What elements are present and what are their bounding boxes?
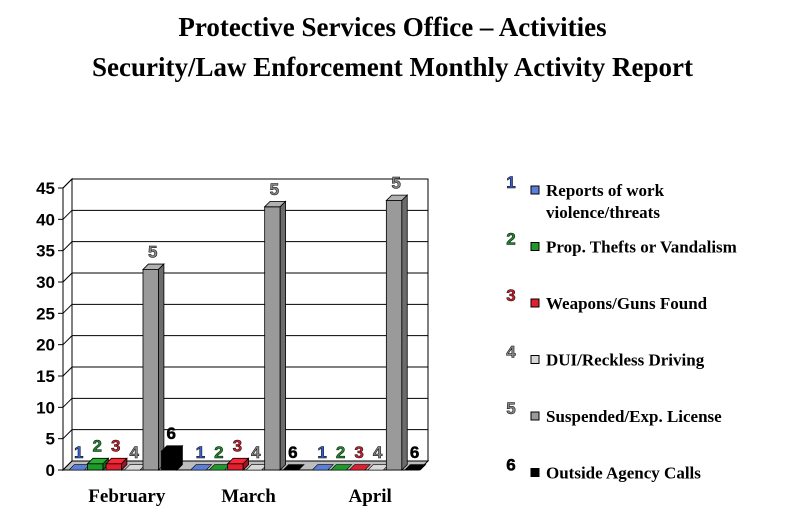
bar-3-april xyxy=(348,464,371,471)
bar-marker-label-6-february: 6 xyxy=(167,424,176,443)
bar-marker-label-5-april: 5 xyxy=(391,174,400,193)
gridline-40 xyxy=(62,209,428,220)
gridline-10 xyxy=(62,397,428,408)
bar-marker-label-3-february: 3 xyxy=(111,437,120,456)
plot-back-wall xyxy=(71,178,429,462)
y-tick-label-45: 45 xyxy=(36,179,55,198)
gridline-45 xyxy=(62,178,428,189)
bar-side-5-march xyxy=(279,200,286,471)
bar-marker-label-4-march: 4 xyxy=(251,443,261,462)
y-tick-label-35: 35 xyxy=(36,242,55,261)
legend-label-6: Outside Agency Calls xyxy=(546,464,701,483)
bar-5-april xyxy=(385,200,403,471)
bar-marker-label-5-february: 5 xyxy=(148,242,157,261)
bar-marker-label-1-march: 1 xyxy=(196,443,205,462)
bar-side-5-february xyxy=(158,263,165,471)
bar-marker-label-2-march: 2 xyxy=(214,443,223,462)
legend-label-2: Prop. Thefts or Vandalism xyxy=(546,238,737,257)
bar-marker-label-5-march: 5 xyxy=(270,180,279,199)
bar-1-april xyxy=(311,464,334,471)
legend-marker-2: 2 xyxy=(506,230,515,249)
y-tick-label-40: 40 xyxy=(36,210,55,229)
x-tick-label-february: February xyxy=(88,486,166,507)
gridline-20 xyxy=(62,335,428,346)
bar-6-march xyxy=(282,464,305,471)
bar-6-april xyxy=(404,464,427,471)
bar-5-march xyxy=(264,206,281,471)
legend-marker-1: 1 xyxy=(506,173,515,192)
bar-marker-label-1-february: 1 xyxy=(74,443,83,462)
legend-marker-6: 6 xyxy=(506,456,515,475)
bar-marker-label-4-february: 4 xyxy=(130,443,140,462)
bar-marker-label-2-april: 2 xyxy=(336,443,345,462)
bar-2-april xyxy=(330,464,353,471)
bar-2-february xyxy=(87,463,104,471)
gridline-25 xyxy=(62,303,428,314)
legend-label-4: DUI/Reckless Driving xyxy=(546,351,705,370)
bar-marker-label-6-april: 6 xyxy=(410,443,419,462)
y-tick-label-0: 0 xyxy=(46,461,55,480)
legend-marker-3: 3 xyxy=(506,286,515,305)
gridline-5 xyxy=(62,429,428,440)
legend-label-3: Weapons/Guns Found xyxy=(546,294,708,313)
y-tick-label-30: 30 xyxy=(36,273,55,292)
y-tick-label-15: 15 xyxy=(36,367,55,386)
bar-3-march xyxy=(227,463,244,471)
gridline-30 xyxy=(62,272,428,283)
gridline-15 xyxy=(62,366,428,377)
y-tick-label-5: 5 xyxy=(46,430,55,449)
bar-side-5-april xyxy=(401,194,408,471)
y-tick-label-20: 20 xyxy=(36,336,55,355)
legend-label-1-line2: violence/threats xyxy=(546,203,660,222)
bar-marker-label-6-march: 6 xyxy=(288,443,297,462)
plot-side-wall xyxy=(62,177,73,472)
legend-label-1: Reports of work xyxy=(546,181,665,200)
bar-3-february xyxy=(105,463,122,471)
chart-title-line1: Protective Services Office – Activities xyxy=(178,12,607,42)
bar-marker-label-4-april: 4 xyxy=(373,443,383,462)
bar-marker-label-2-february: 2 xyxy=(93,437,102,456)
gridline-35 xyxy=(62,241,428,252)
y-tick-label-25: 25 xyxy=(36,304,55,323)
bar-marker-label-3-april: 3 xyxy=(354,443,363,462)
bar-side-3-february xyxy=(121,457,128,471)
legend-swatch-6 xyxy=(530,468,540,477)
x-tick-label-march: March xyxy=(221,486,276,507)
legend-marker-5: 5 xyxy=(506,399,515,418)
x-tick-label-april: April xyxy=(349,486,392,507)
bar-marker-label-3-march: 3 xyxy=(233,437,242,456)
bar-side-3-march xyxy=(242,457,249,471)
legend-swatch-1 xyxy=(530,185,540,195)
legend-marker-4: 4 xyxy=(506,343,516,362)
legend-swatch-4 xyxy=(530,355,540,364)
bar-side-6-february xyxy=(176,444,183,471)
bar-6-february xyxy=(161,450,178,471)
bar-5-february xyxy=(142,269,159,471)
bar-marker-label-1-april: 1 xyxy=(317,443,326,462)
bar-1-march xyxy=(189,464,213,471)
y-tick-label-10: 10 xyxy=(36,398,55,417)
legend-swatch-3 xyxy=(530,298,540,308)
legend-swatch-2 xyxy=(530,242,540,251)
legend-label-5: Suspended/Exp. License xyxy=(546,407,722,426)
chart-title-line2: Security/Law Enforcement Monthly Activit… xyxy=(92,52,693,82)
legend-swatch-5 xyxy=(530,411,540,421)
